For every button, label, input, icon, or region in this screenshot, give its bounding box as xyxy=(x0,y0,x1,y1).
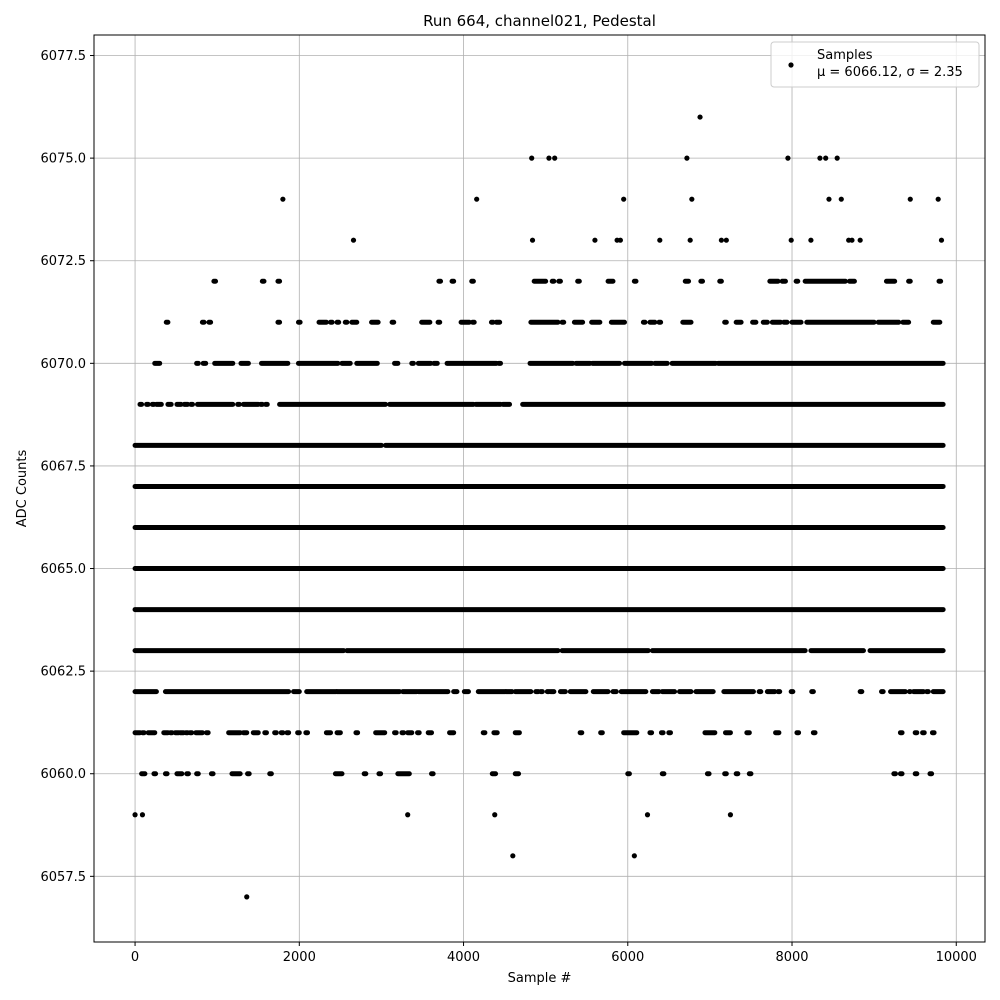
y-tick-label: 6060.0 xyxy=(41,767,87,782)
x-axis-title: Sample # xyxy=(508,971,572,986)
data-point xyxy=(350,237,357,243)
y-tick-label: 6057.5 xyxy=(41,870,87,885)
plot-frame xyxy=(93,34,986,943)
legend-label: Samples xyxy=(817,48,873,63)
data-point xyxy=(510,853,516,859)
data-point xyxy=(529,237,536,243)
y-tick-label: 6070.0 xyxy=(41,357,87,372)
x-tick-label: 4000 xyxy=(447,950,480,965)
y-axis-title: ADC Counts xyxy=(15,450,30,528)
data-point xyxy=(834,155,840,161)
data-point xyxy=(808,237,814,243)
data-point xyxy=(492,812,498,818)
data-point xyxy=(689,196,695,202)
y-tick-label: 6065.0 xyxy=(41,562,87,577)
data-point xyxy=(617,237,623,243)
data-point xyxy=(817,155,823,161)
x-tick-label: 8000 xyxy=(775,950,808,965)
data-point xyxy=(849,237,855,243)
data-point xyxy=(907,196,913,202)
data-point xyxy=(474,196,480,202)
data-point xyxy=(621,196,627,202)
data-point xyxy=(723,237,729,243)
x-tick-label: 10000 xyxy=(936,950,977,965)
legend: Samples μ = 6066.12, σ = 2.35 xyxy=(770,41,980,88)
data-point xyxy=(823,155,829,161)
data-point xyxy=(244,894,250,900)
data-point xyxy=(838,196,844,202)
data-point xyxy=(788,237,794,243)
x-tick-label: 2000 xyxy=(283,950,316,965)
x-tick-label: 6000 xyxy=(611,950,644,965)
y-tick-label: 6072.5 xyxy=(41,254,87,269)
data-point xyxy=(727,812,734,818)
data-point xyxy=(280,196,286,202)
data-point xyxy=(631,853,637,859)
data-point xyxy=(405,812,411,818)
data-point xyxy=(826,196,832,202)
x-tick-label: 0 xyxy=(131,950,139,965)
data-point xyxy=(687,237,693,243)
data-point xyxy=(657,237,663,243)
data-point xyxy=(139,812,146,818)
data-point xyxy=(935,196,941,202)
data-point xyxy=(938,237,945,243)
data-point xyxy=(592,237,598,243)
data-point xyxy=(132,812,138,818)
data-point xyxy=(644,812,651,818)
y-tick-label: 6077.5 xyxy=(41,49,87,64)
data-point xyxy=(684,155,690,161)
legend-stats: μ = 6066.12, σ = 2.35 xyxy=(817,65,963,80)
data-points xyxy=(132,114,946,900)
data-point xyxy=(552,155,558,161)
data-point xyxy=(718,237,724,243)
data-point xyxy=(529,155,535,161)
y-tick-label: 6067.5 xyxy=(41,459,87,474)
data-point xyxy=(785,155,791,161)
y-tick-label: 6075.0 xyxy=(41,152,87,167)
data-point xyxy=(546,155,552,161)
legend-marker xyxy=(788,62,794,68)
legend-box xyxy=(770,41,980,88)
data-point xyxy=(697,114,703,120)
y-tick-label: 6062.5 xyxy=(41,665,87,680)
data-point xyxy=(857,237,863,243)
chart-title: Run 664, channel021, Pedestal xyxy=(423,12,656,30)
axis-ticks: 0 2000 4000 6000 8000 10000 6057.5 6060.0 6062.5… xyxy=(41,49,977,965)
